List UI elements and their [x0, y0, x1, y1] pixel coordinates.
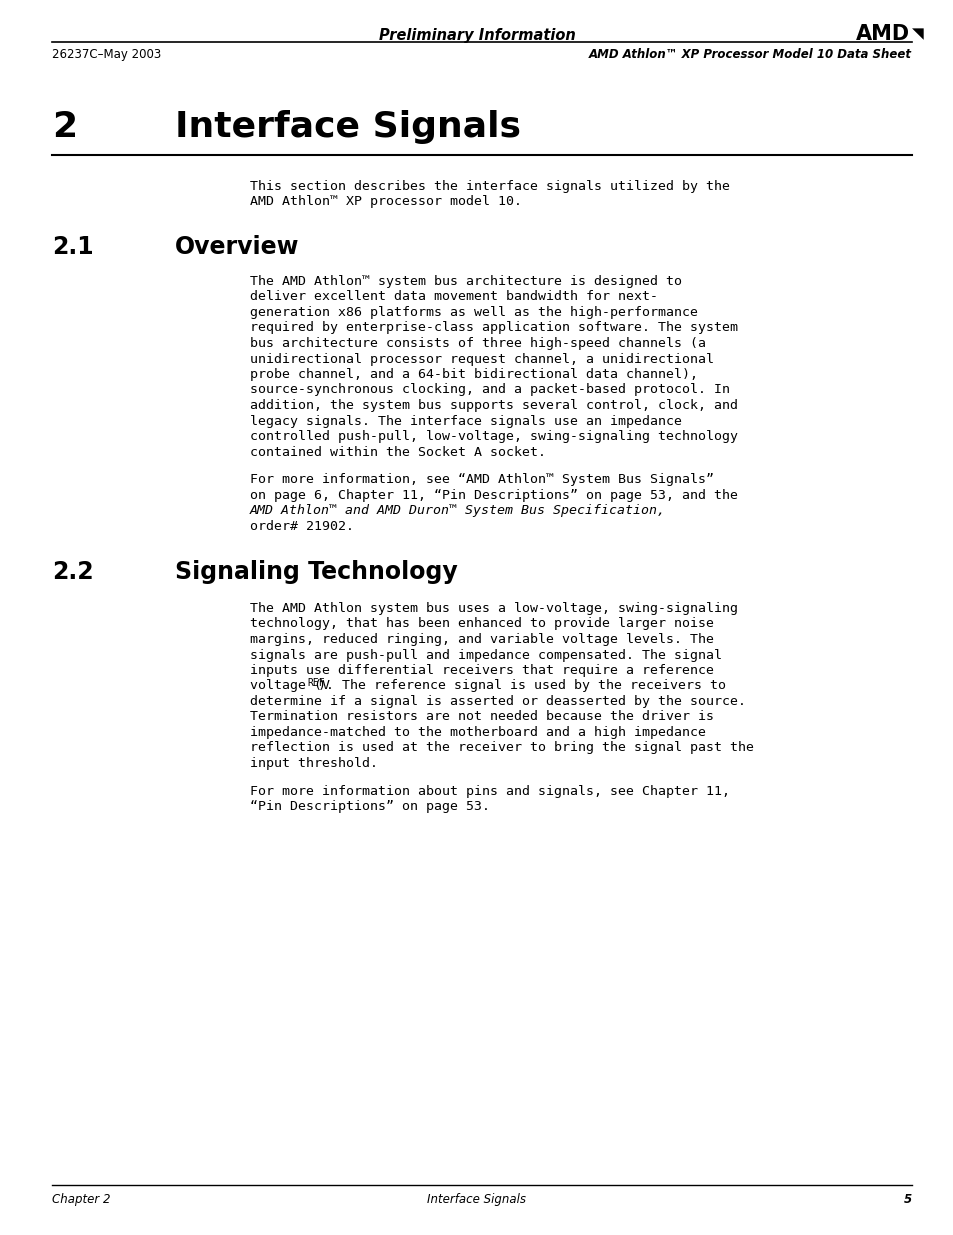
Text: generation x86 platforms as well as the high-performance: generation x86 platforms as well as the …: [250, 306, 698, 319]
Text: The AMD Athlon™ system bus architecture is designed to: The AMD Athlon™ system bus architecture …: [250, 275, 681, 288]
Text: determine if a signal is asserted or deasserted by the source.: determine if a signal is asserted or dea…: [250, 695, 745, 708]
Text: AMD Athlon™ and AMD Duron™ System Bus Specification,: AMD Athlon™ and AMD Duron™ System Bus Sp…: [250, 504, 665, 517]
Text: 5: 5: [902, 1193, 911, 1207]
Text: This section describes the interface signals utilized by the: This section describes the interface sig…: [250, 180, 729, 193]
Text: bus architecture consists of three high-speed channels (a: bus architecture consists of three high-…: [250, 337, 705, 350]
Text: addition, the system bus supports several control, clock, and: addition, the system bus supports severa…: [250, 399, 738, 412]
Text: required by enterprise-class application software. The system: required by enterprise-class application…: [250, 321, 738, 335]
Text: input threshold.: input threshold.: [250, 757, 377, 769]
Text: order# 21902.: order# 21902.: [250, 520, 354, 532]
Text: “Pin Descriptions” on page 53.: “Pin Descriptions” on page 53.: [250, 800, 490, 813]
Text: 26237C–May 2003: 26237C–May 2003: [52, 48, 161, 61]
Text: For more information, see “AMD Athlon™ System Bus Signals”: For more information, see “AMD Athlon™ S…: [250, 473, 713, 487]
Text: REF: REF: [307, 678, 324, 688]
Text: signals are push-pull and impedance compensated. The signal: signals are push-pull and impedance comp…: [250, 648, 721, 662]
Text: source-synchronous clocking, and a packet-based protocol. In: source-synchronous clocking, and a packe…: [250, 384, 729, 396]
Text: Signaling Technology: Signaling Technology: [174, 559, 457, 584]
Text: 2: 2: [52, 110, 77, 144]
Text: unidirectional processor request channel, a unidirectional: unidirectional processor request channel…: [250, 352, 713, 366]
Text: on page 6, Chapter 11, “Pin Descriptions” on page 53, and the: on page 6, Chapter 11, “Pin Descriptions…: [250, 489, 738, 501]
Text: controlled push-pull, low-voltage, swing-signaling technology: controlled push-pull, low-voltage, swing…: [250, 430, 738, 443]
Text: AMD: AMD: [855, 23, 909, 44]
Text: reflection is used at the receiver to bring the signal past the: reflection is used at the receiver to br…: [250, 741, 753, 755]
Text: ◥: ◥: [911, 26, 923, 41]
Text: AMD Athlon™ XP processor model 10.: AMD Athlon™ XP processor model 10.: [250, 195, 521, 209]
Text: margins, reduced ringing, and variable voltage levels. The: margins, reduced ringing, and variable v…: [250, 634, 713, 646]
Text: technology, that has been enhanced to provide larger noise: technology, that has been enhanced to pr…: [250, 618, 713, 631]
Text: inputs use differential receivers that require a reference: inputs use differential receivers that r…: [250, 664, 713, 677]
Text: For more information about pins and signals, see Chapter 11,: For more information about pins and sign…: [250, 784, 729, 798]
Text: Overview: Overview: [174, 235, 299, 259]
Text: deliver excellent data movement bandwidth for next-: deliver excellent data movement bandwidt…: [250, 290, 658, 304]
Text: probe channel, and a 64-bit bidirectional data channel),: probe channel, and a 64-bit bidirectiona…: [250, 368, 698, 382]
Text: ). The reference signal is used by the receivers to: ). The reference signal is used by the r…: [317, 679, 725, 693]
Text: Preliminary Information: Preliminary Information: [378, 28, 575, 43]
Text: 2.2: 2.2: [52, 559, 93, 584]
Text: AMD Athlon™ XP Processor Model 10 Data Sheet: AMD Athlon™ XP Processor Model 10 Data S…: [588, 48, 911, 61]
Text: Termination resistors are not needed because the driver is: Termination resistors are not needed bec…: [250, 710, 713, 724]
Text: impedance-matched to the motherboard and a high impedance: impedance-matched to the motherboard and…: [250, 726, 705, 739]
Text: The AMD Athlon system bus uses a low-voltage, swing-signaling: The AMD Athlon system bus uses a low-vol…: [250, 601, 738, 615]
Text: Chapter 2: Chapter 2: [52, 1193, 111, 1207]
Text: contained within the Socket A socket.: contained within the Socket A socket.: [250, 446, 545, 458]
Text: Interface Signals: Interface Signals: [174, 110, 520, 144]
Text: legacy signals. The interface signals use an impedance: legacy signals. The interface signals us…: [250, 415, 681, 427]
Text: voltage (V: voltage (V: [250, 679, 330, 693]
Text: 2.1: 2.1: [52, 235, 93, 259]
Text: Interface Signals: Interface Signals: [427, 1193, 526, 1207]
